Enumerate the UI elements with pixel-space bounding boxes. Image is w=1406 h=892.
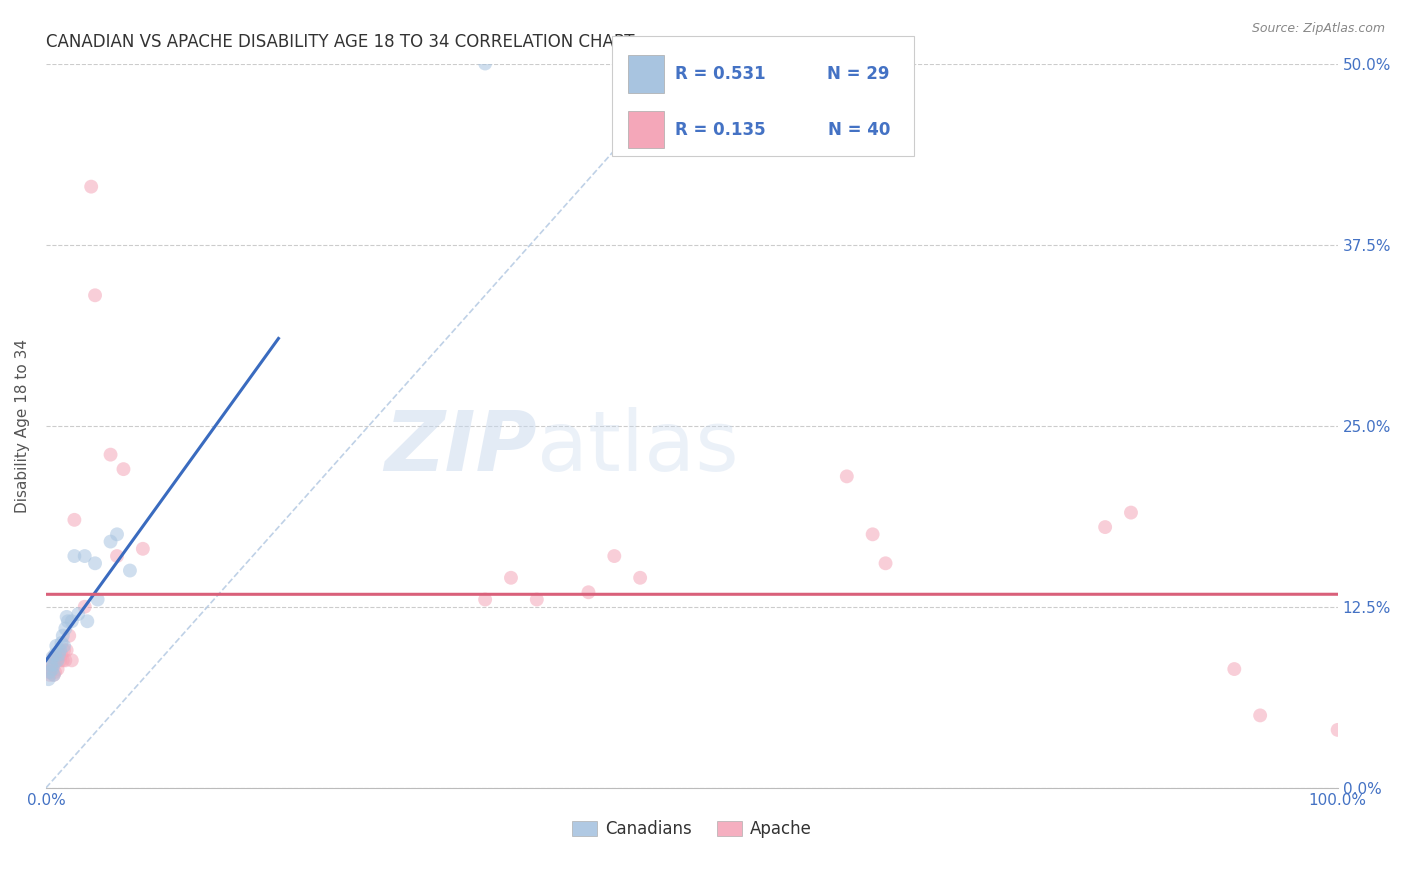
- Text: N = 40: N = 40: [828, 120, 890, 138]
- Point: [49, 653, 72, 667]
- Point: [39, 662, 62, 676]
- Point: [63, 513, 86, 527]
- Point: [578, 585, 600, 599]
- Point: [474, 592, 496, 607]
- Point: [474, 56, 496, 70]
- FancyBboxPatch shape: [628, 55, 664, 93]
- Text: N = 29: N = 29: [828, 65, 890, 83]
- Point: [42, 668, 65, 682]
- Point: [60, 653, 83, 667]
- Point: [63, 549, 86, 563]
- Point: [53, 622, 76, 636]
- Text: Source: ZipAtlas.com: Source: ZipAtlas.com: [1251, 22, 1385, 36]
- Point: [46, 662, 69, 676]
- Point: [52, 629, 75, 643]
- Point: [41, 662, 63, 676]
- Point: [73, 549, 96, 563]
- Point: [38, 672, 60, 686]
- Point: [55, 643, 77, 657]
- Y-axis label: Disability Age 18 to 34: Disability Age 18 to 34: [15, 339, 30, 513]
- Point: [100, 534, 122, 549]
- Point: [105, 549, 128, 563]
- Point: [46, 653, 69, 667]
- Point: [835, 469, 858, 483]
- Point: [42, 668, 65, 682]
- Point: [105, 527, 128, 541]
- Point: [38, 668, 60, 682]
- FancyBboxPatch shape: [612, 36, 914, 156]
- Point: [51, 636, 73, 650]
- Point: [38, 665, 60, 679]
- Text: atlas: atlas: [537, 407, 738, 488]
- Point: [100, 448, 122, 462]
- Point: [73, 599, 96, 614]
- FancyBboxPatch shape: [628, 111, 664, 148]
- Point: [86, 592, 108, 607]
- Point: [53, 639, 76, 653]
- Point: [1223, 662, 1246, 676]
- Point: [44, 665, 66, 679]
- Point: [42, 650, 65, 665]
- Point: [41, 657, 63, 672]
- Point: [875, 556, 897, 570]
- Point: [44, 648, 66, 662]
- Point: [53, 653, 76, 667]
- Point: [132, 541, 155, 556]
- Point: [56, 614, 79, 628]
- Point: [84, 288, 107, 302]
- Point: [526, 592, 548, 607]
- Point: [603, 549, 626, 563]
- Point: [53, 643, 76, 657]
- Point: [41, 650, 63, 665]
- Point: [38, 665, 60, 679]
- Point: [628, 571, 651, 585]
- Text: CANADIAN VS APACHE DISABILITY AGE 18 TO 34 CORRELATION CHART: CANADIAN VS APACHE DISABILITY AGE 18 TO …: [46, 33, 634, 51]
- Point: [39, 657, 62, 672]
- Point: [118, 564, 141, 578]
- Point: [1094, 520, 1116, 534]
- Point: [112, 462, 135, 476]
- Point: [76, 614, 98, 628]
- Point: [60, 614, 83, 628]
- Point: [1326, 723, 1348, 737]
- Text: R = 0.531: R = 0.531: [675, 65, 765, 83]
- Point: [48, 650, 70, 665]
- Point: [49, 643, 72, 657]
- Point: [51, 648, 73, 662]
- Legend: Canadians, Apache: Canadians, Apache: [565, 814, 818, 845]
- Point: [80, 179, 103, 194]
- Point: [84, 556, 107, 570]
- Point: [1119, 506, 1142, 520]
- Point: [67, 607, 90, 621]
- Point: [862, 527, 884, 541]
- Point: [499, 571, 522, 585]
- Point: [55, 610, 77, 624]
- Text: R = 0.135: R = 0.135: [675, 120, 765, 138]
- Point: [1249, 708, 1271, 723]
- Point: [52, 653, 75, 667]
- Point: [48, 648, 70, 662]
- Point: [45, 639, 67, 653]
- Point: [42, 657, 65, 672]
- Point: [45, 653, 67, 667]
- Text: ZIP: ZIP: [384, 407, 537, 488]
- Point: [58, 629, 80, 643]
